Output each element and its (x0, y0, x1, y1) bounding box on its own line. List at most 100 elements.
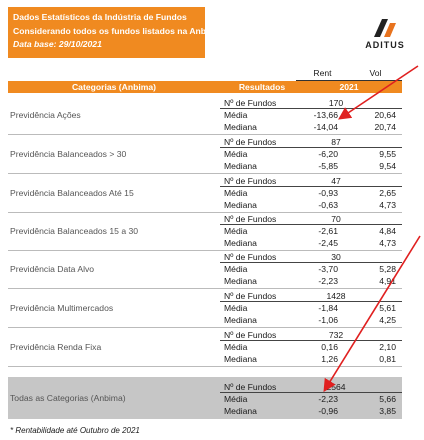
stat-label-media: Média (224, 303, 248, 313)
fund-count: 47 (331, 176, 341, 186)
row-separator (8, 327, 402, 328)
footnote: * Rentabilidade até Outubro de 2021 (10, 426, 140, 435)
row-separator (8, 288, 402, 289)
media-rent-value: -13,66 (313, 110, 338, 120)
cell-rule (220, 147, 402, 148)
row-separator (8, 134, 402, 135)
stat-label-funds: Nº de Fundos (224, 98, 277, 108)
table-row: Previdência Ações Nº de Fundos Média Median… (8, 96, 402, 134)
row-separator (8, 250, 402, 251)
category-label: Previdência Data Alvo (10, 264, 95, 274)
row-separator (8, 212, 402, 213)
media-vol-value: 20,64 (374, 110, 396, 120)
mediana-rent-value: -1,06 (318, 315, 338, 325)
col-vol-header: Vol (369, 68, 382, 78)
report-banner: Dados Estatísticos da Indústria de Fundo… (8, 7, 221, 58)
table-header: Categorias (Anbima) Resultados 2021 (8, 81, 402, 93)
mediana-vol-value: 4,73 (379, 238, 396, 248)
stat-label-mediana: Mediana (224, 276, 257, 286)
fund-count: 1428 (326, 291, 346, 301)
cell-rule (220, 262, 402, 263)
fund-count: 70 (331, 214, 341, 224)
table-row: Todas as Categorias (Anbima) Nº de Fundos… (8, 377, 402, 419)
stat-label-mediana: Mediana (224, 354, 257, 364)
media-rent-value: -2,23 (318, 394, 338, 404)
stat-label-media: Média (224, 226, 248, 236)
mediana-vol-value: 0,81 (379, 354, 396, 364)
media-rent-value: -1,84 (318, 303, 338, 313)
stat-label-mediana: Mediana (224, 200, 257, 210)
stat-label-media: Média (224, 342, 248, 352)
table-row: Previdência Multimercados Nº de Fundos Méd… (8, 289, 402, 327)
header-rule (296, 80, 402, 81)
stat-label-funds: Nº de Fundos (224, 252, 277, 262)
media-rent-value: -6,20 (318, 149, 338, 159)
logo-brand-text: ADITUS (365, 40, 405, 50)
stat-label-media: Média (224, 110, 248, 120)
banner-title: Dados Estatísticos da Indústria de Fundo… (13, 12, 187, 22)
media-vol-value: 9,55 (379, 149, 396, 159)
mediana-rent-value: -0,63 (318, 200, 338, 210)
media-vol-value: 2,65 (379, 188, 396, 198)
category-label: Previdência Multimercados (10, 303, 114, 313)
table-row: Previdência Balanceados 15 a 30 Nº de Fun… (8, 212, 402, 250)
mediana-rent-value: 1,26 (321, 354, 338, 364)
table-row: Previdência Data Alvo Nº de Fundos Média Me… (8, 250, 402, 288)
cell-rule (220, 340, 402, 341)
col-category-header: Categorias (Anbima) (71, 82, 157, 92)
stat-label-mediana: Mediana (224, 315, 257, 325)
stat-label-mediana: Mediana (224, 238, 257, 248)
stat-label-media: Média (224, 394, 248, 404)
category-label: Previdência Balanceados Até 15 (10, 188, 134, 198)
stat-label-funds: Nº de Fundos (224, 176, 277, 186)
fund-count: 2564 (326, 382, 346, 392)
media-vol-value: 2,10 (379, 342, 396, 352)
aditus-logo-icon (374, 19, 396, 37)
stat-label-media: Média (224, 264, 248, 274)
media-vol-value: 5,28 (379, 264, 396, 274)
media-vol-value: 4,84 (379, 226, 396, 236)
table-row: Previdência Balanceados > 30 Nº de Fundos… (8, 135, 402, 173)
mediana-vol-value: 20,74 (374, 122, 396, 132)
stat-label-funds: Nº de Fundos (224, 382, 277, 392)
category-label: Previdência Ações (10, 110, 81, 120)
mediana-vol-value: 4,25 (379, 315, 396, 325)
cell-rule (220, 186, 402, 187)
category-label: Todas as Categorias (Anbima) (10, 393, 126, 403)
stat-label-funds: Nº de Fundos (224, 137, 277, 147)
banner-subtitle: Considerando todos os fundos listados na… (13, 25, 221, 36)
mediana-rent-value: -14,04 (313, 122, 338, 132)
category-label: Previdência Balanceados 15 a 30 (10, 226, 139, 236)
mediana-rent-value: -5,85 (318, 161, 338, 171)
media-vol-value: 5,61 (379, 303, 396, 313)
mediana-vol-value: 4,91 (379, 276, 396, 286)
stat-label-funds: Nº de Fundos (224, 291, 277, 301)
category-label: Previdência Renda Fixa (10, 342, 102, 352)
stat-label-mediana: Mediana (224, 406, 257, 416)
mediana-rent-value: -0,96 (318, 406, 338, 416)
mediana-rent-value: -2,45 (318, 238, 338, 248)
fund-count: 30 (331, 252, 341, 262)
stat-label-media: Média (224, 188, 248, 198)
col-results-header: Resultados (238, 82, 286, 92)
banner-date: Data base: 29/10/2021 (13, 39, 102, 49)
fund-count: 170 (328, 98, 344, 108)
row-separator (8, 366, 402, 367)
stat-label-mediana: Mediana (224, 122, 257, 132)
cell-rule (220, 224, 402, 225)
category-label: Previdência Balanceados > 30 (10, 149, 127, 159)
cell-rule (220, 108, 402, 109)
row-separator (8, 173, 402, 174)
table-row: Previdência Renda Fixa Nº de Fundos Média M… (8, 328, 402, 366)
stat-label-funds: Nº de Fundos (224, 330, 277, 340)
mediana-vol-value: 4,73 (379, 200, 396, 210)
stat-label-mediana: Mediana (224, 161, 257, 171)
fund-count: 87 (331, 137, 341, 147)
media-rent-value: -3,70 (318, 264, 338, 274)
cell-rule (220, 301, 402, 302)
mediana-vol-value: 3,85 (379, 406, 396, 416)
media-rent-value: 0,16 (321, 342, 338, 352)
arrow-to-acoes (338, 65, 419, 120)
media-vol-value: 5,66 (379, 394, 396, 404)
